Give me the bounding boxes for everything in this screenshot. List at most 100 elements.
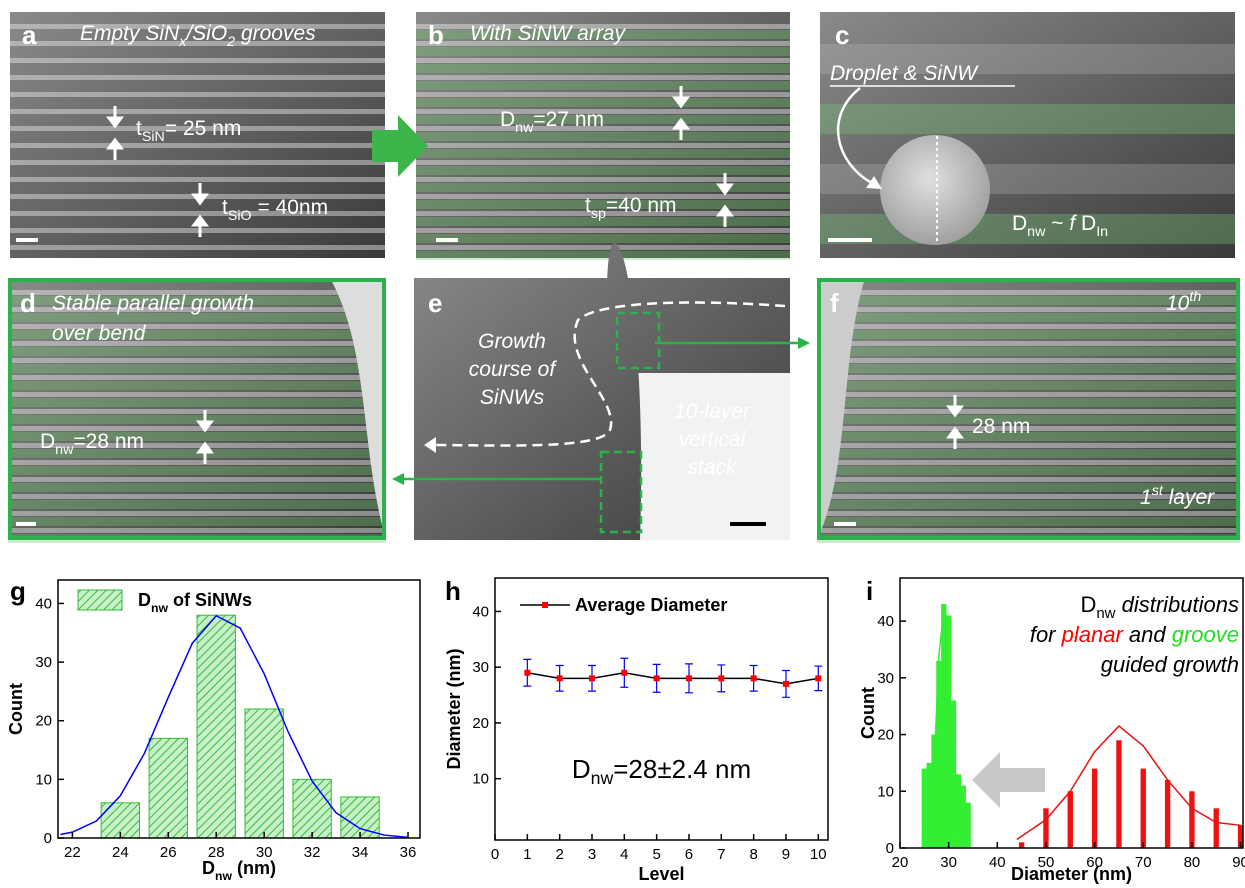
bar xyxy=(931,734,937,848)
panel-text: course of xyxy=(469,358,558,381)
stripe xyxy=(8,307,386,312)
text-segment: D xyxy=(202,858,215,878)
text-segment: /SiO xyxy=(184,22,227,45)
wire xyxy=(416,200,790,209)
x-axis-label: Level xyxy=(638,864,684,884)
bar xyxy=(1213,808,1219,848)
stripe xyxy=(817,307,1240,312)
x-axis-label: Dnw (nm) xyxy=(202,858,276,883)
wire xyxy=(416,81,790,90)
y-tick-label: 10 xyxy=(472,771,489,788)
marker xyxy=(750,675,757,682)
panel-text: 1st layer xyxy=(1140,483,1215,509)
bar xyxy=(965,802,971,848)
text-segment: =28±2.4 nm xyxy=(613,754,751,784)
text-segment: guided growth xyxy=(1101,652,1239,677)
text-segment: t xyxy=(222,196,228,219)
zoom-box xyxy=(615,311,661,370)
wire xyxy=(817,449,1240,458)
bar xyxy=(1189,791,1195,848)
wire xyxy=(817,381,1240,390)
text-segment: layer xyxy=(1163,486,1215,509)
text-segment: nw xyxy=(1096,605,1115,622)
wire xyxy=(8,381,386,390)
wire xyxy=(817,517,1240,526)
arrow-head xyxy=(798,337,810,349)
stripe xyxy=(416,92,790,97)
y-tick-label: 40 xyxy=(877,613,894,630)
line xyxy=(1016,725,1241,841)
text-segment: nw xyxy=(515,120,534,136)
panel-text: Dnw=27 nm xyxy=(500,108,604,136)
bar xyxy=(1140,768,1146,848)
stripe xyxy=(10,92,385,97)
wire xyxy=(8,364,386,373)
bar xyxy=(1116,740,1122,848)
stripe xyxy=(817,426,1240,431)
scale-bar xyxy=(834,522,856,526)
wire xyxy=(817,466,1240,475)
panel-letter: e xyxy=(428,288,442,318)
shift-arrow xyxy=(972,752,1045,808)
panel-text: over bend xyxy=(52,322,147,345)
bar xyxy=(1237,825,1244,848)
bar xyxy=(196,614,236,839)
bar xyxy=(955,774,962,848)
plot-frame xyxy=(899,577,1244,849)
dimension-arrow xyxy=(191,183,209,206)
text-segment: sp xyxy=(591,206,606,222)
stripe xyxy=(416,109,790,114)
stripe xyxy=(10,143,385,148)
x-tick-label: 24 xyxy=(112,844,129,861)
dimension-arrow xyxy=(672,86,690,109)
stripe xyxy=(8,494,386,499)
stripe xyxy=(8,460,386,465)
y-tick-label: 0 xyxy=(44,830,52,847)
stripe xyxy=(8,375,386,380)
dimension-arrow xyxy=(196,441,214,464)
stripe xyxy=(817,511,1240,516)
stripe xyxy=(10,75,385,80)
dimension-arrow xyxy=(716,204,734,227)
stripe xyxy=(10,41,385,46)
text-segment: D xyxy=(1012,212,1027,235)
text-segment: for xyxy=(1030,622,1062,647)
wire xyxy=(817,432,1240,441)
stripe xyxy=(416,143,790,148)
x-tick-label: 70 xyxy=(1135,854,1152,871)
stripe xyxy=(817,375,1240,380)
dimension-arrow xyxy=(196,410,214,433)
wire xyxy=(416,251,790,260)
scale-bar xyxy=(436,238,458,242)
stripe xyxy=(416,228,790,233)
text-segment: (nm) xyxy=(232,858,276,878)
micrograph xyxy=(10,12,385,258)
panel: e xyxy=(414,243,790,540)
wire xyxy=(416,183,790,192)
wire xyxy=(8,483,386,492)
stripe xyxy=(416,211,790,216)
stripe xyxy=(10,228,385,233)
panel-letter: f xyxy=(830,288,839,318)
stripe xyxy=(10,160,385,165)
x-tick-label: 28 xyxy=(208,844,225,861)
x-tick-label: 32 xyxy=(304,844,321,861)
scale-bar xyxy=(730,522,766,526)
wire xyxy=(416,166,790,175)
arrow-head xyxy=(392,473,404,485)
edge-glow xyxy=(330,278,386,540)
text-segment: st xyxy=(1152,483,1164,499)
bar xyxy=(1067,791,1073,848)
panel-letter: g xyxy=(10,576,26,606)
stripe xyxy=(416,24,790,29)
text-segment: Empty SiN xyxy=(80,22,180,45)
x-tick-label: 2 xyxy=(555,846,563,863)
panel: c xyxy=(820,12,1235,258)
x-tick-label: 20 xyxy=(892,854,909,871)
zoom-box xyxy=(599,450,643,534)
stripe xyxy=(10,177,385,182)
text-segment: SiN xyxy=(142,129,165,145)
wire-band xyxy=(820,104,1235,134)
x-axis-label: Diameter (nm) xyxy=(1011,864,1132,884)
panel-text: SiNWs xyxy=(480,386,545,409)
